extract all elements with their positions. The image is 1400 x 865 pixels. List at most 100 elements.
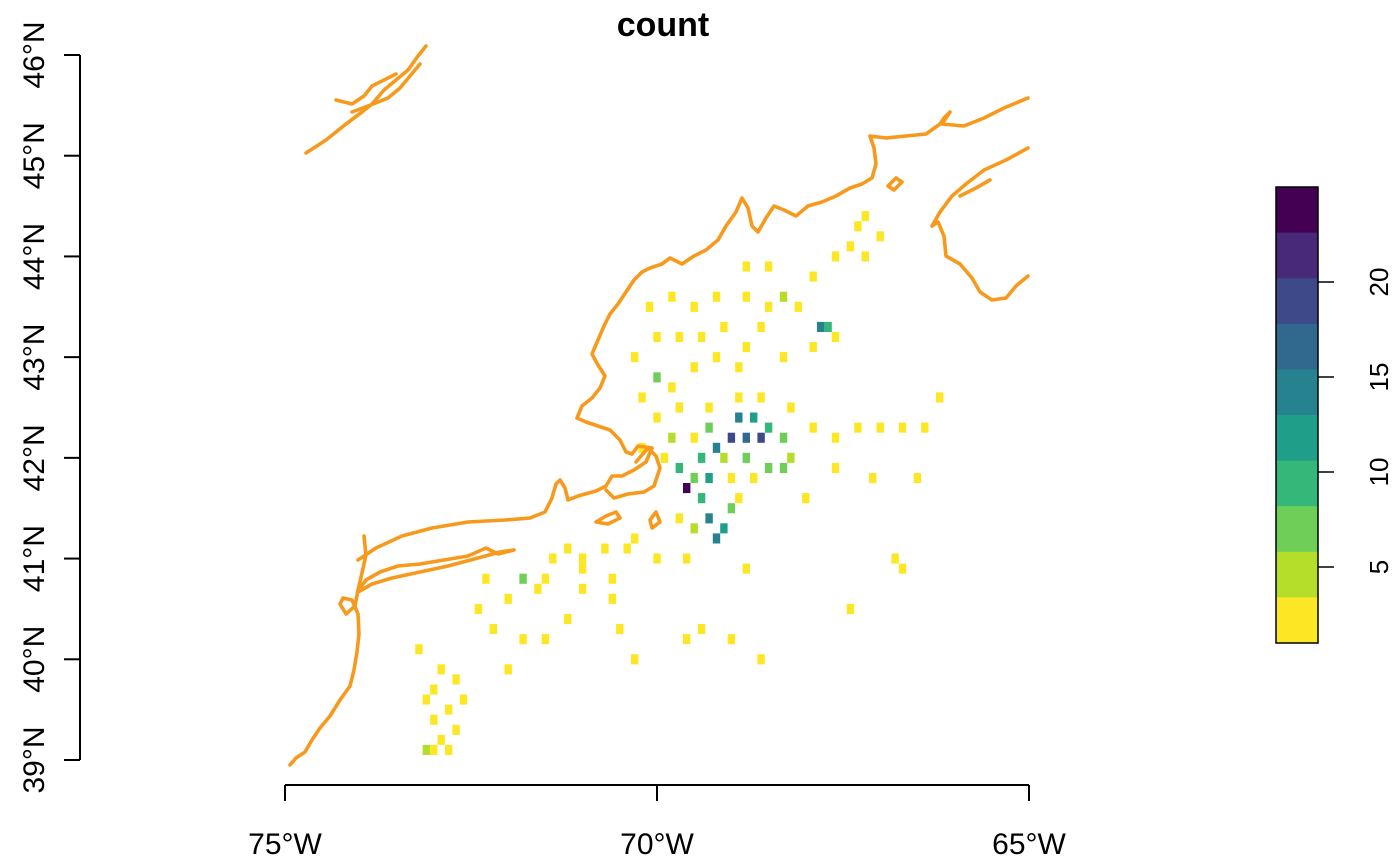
grid-cell bbox=[735, 412, 743, 423]
legend-swatch bbox=[1276, 597, 1318, 644]
grid-cell bbox=[578, 553, 587, 564]
legend-swatch bbox=[1276, 506, 1318, 553]
grid-cell bbox=[631, 352, 639, 363]
grid-cell bbox=[809, 422, 817, 433]
legend-tick-label: 10 bbox=[1364, 458, 1394, 487]
coastline-st-lawrence bbox=[304, 44, 428, 155]
grid-cell bbox=[697, 452, 706, 463]
legend-swatch bbox=[1276, 460, 1318, 507]
grid-cell bbox=[750, 473, 758, 484]
grid-cell bbox=[742, 291, 750, 302]
grid-cell bbox=[757, 432, 765, 443]
legend-tick-label: 20 bbox=[1364, 268, 1394, 297]
grid-cell bbox=[727, 634, 736, 645]
y-tick-label: 42°N bbox=[18, 424, 51, 491]
plot-title: count bbox=[617, 6, 710, 44]
grid-cell bbox=[921, 422, 929, 433]
grid-cell bbox=[675, 332, 683, 343]
coastline bbox=[288, 44, 1030, 767]
grid-cell bbox=[705, 513, 713, 524]
grid-cell bbox=[541, 573, 550, 584]
grid-cell bbox=[735, 392, 743, 403]
grid-cell bbox=[668, 382, 676, 393]
coastline-nova-scotia bbox=[930, 146, 1030, 302]
legend-frame bbox=[1275, 186, 1319, 644]
grid-cell bbox=[705, 402, 713, 413]
grid-cell bbox=[705, 422, 713, 433]
y-axis-ticks: 39°N 40°N 41°N 42°N 43°N 44°N 45°N 46°N bbox=[18, 21, 80, 794]
grid-cell bbox=[787, 452, 795, 463]
coastline-mainland bbox=[288, 96, 1030, 767]
grid-cell bbox=[675, 513, 683, 524]
y-tick-label: 39°N bbox=[18, 726, 51, 793]
grid-cell bbox=[735, 362, 743, 373]
grid-cell bbox=[422, 694, 430, 705]
grid-cell bbox=[541, 634, 550, 645]
y-tick-label: 44°N bbox=[18, 223, 51, 290]
grid-cell bbox=[422, 744, 430, 755]
grid-cell bbox=[727, 432, 736, 443]
grid-cell bbox=[876, 231, 884, 242]
y-axis: 39°N 40°N 41°N 42°N 43°N 44°N 45°N 46°N bbox=[18, 21, 81, 794]
legend-tick-label: 15 bbox=[1364, 363, 1394, 392]
grid-cell bbox=[727, 473, 736, 484]
grid-cell bbox=[869, 473, 877, 484]
grid-cell bbox=[638, 392, 646, 403]
grid-cell bbox=[519, 634, 527, 645]
grid-cell bbox=[504, 593, 512, 604]
coastline-long-island bbox=[356, 546, 516, 594]
grid-cell bbox=[578, 563, 587, 574]
y-tick-label: 40°N bbox=[18, 626, 51, 693]
legend-swatches bbox=[1276, 187, 1318, 644]
grid-cell bbox=[720, 523, 728, 534]
y-tick-label: 41°N bbox=[18, 525, 51, 592]
grid-cell bbox=[831, 251, 840, 262]
grid-cell bbox=[779, 291, 788, 302]
grid-cell bbox=[787, 402, 795, 413]
legend-swatch bbox=[1276, 323, 1318, 370]
grid-cell bbox=[697, 332, 706, 343]
grid-cell bbox=[757, 654, 765, 665]
grid-cell bbox=[712, 291, 721, 302]
grid-cell bbox=[697, 493, 706, 504]
grid-cell bbox=[430, 684, 438, 695]
grid-cell bbox=[601, 543, 609, 554]
grid-cell bbox=[690, 301, 698, 312]
x-tick-label: 75°W bbox=[248, 828, 322, 861]
grid-cell bbox=[742, 342, 750, 353]
grid-cell bbox=[631, 533, 639, 544]
grid-cell bbox=[764, 422, 773, 433]
color-legend: 5 10 15 20 bbox=[1275, 186, 1394, 644]
grid-cell bbox=[489, 624, 497, 635]
grid-cell bbox=[645, 301, 654, 312]
x-tick-label: 70°W bbox=[620, 828, 694, 861]
grid-cell bbox=[727, 503, 736, 514]
legend-ticks: 5 10 15 20 bbox=[1318, 268, 1394, 574]
grid-cell bbox=[854, 221, 862, 232]
grid-cell bbox=[757, 392, 765, 403]
grid-cell bbox=[653, 553, 661, 564]
grid-cell bbox=[683, 553, 691, 564]
legend-swatch bbox=[1276, 232, 1318, 279]
grid-cell bbox=[831, 462, 840, 473]
grid-cell bbox=[608, 573, 616, 584]
grid-cell bbox=[913, 473, 922, 484]
y-tick-label: 43°N bbox=[18, 324, 51, 391]
grid-cell bbox=[616, 624, 624, 635]
grid-cell bbox=[891, 553, 899, 564]
grid-cell bbox=[459, 694, 468, 705]
grid-cell bbox=[779, 432, 788, 443]
grid-cell bbox=[764, 462, 773, 473]
grid-cell bbox=[854, 422, 862, 433]
grid-cell bbox=[675, 462, 683, 473]
grid-cell bbox=[445, 704, 453, 715]
grid-cell bbox=[675, 402, 683, 413]
legend-swatch bbox=[1276, 187, 1318, 234]
grid-cell bbox=[936, 392, 944, 403]
grid-cell bbox=[742, 452, 750, 463]
grid-cell bbox=[437, 664, 445, 675]
grid-cell bbox=[846, 241, 855, 252]
grid-cell bbox=[534, 583, 542, 594]
grid-cell bbox=[445, 744, 453, 755]
